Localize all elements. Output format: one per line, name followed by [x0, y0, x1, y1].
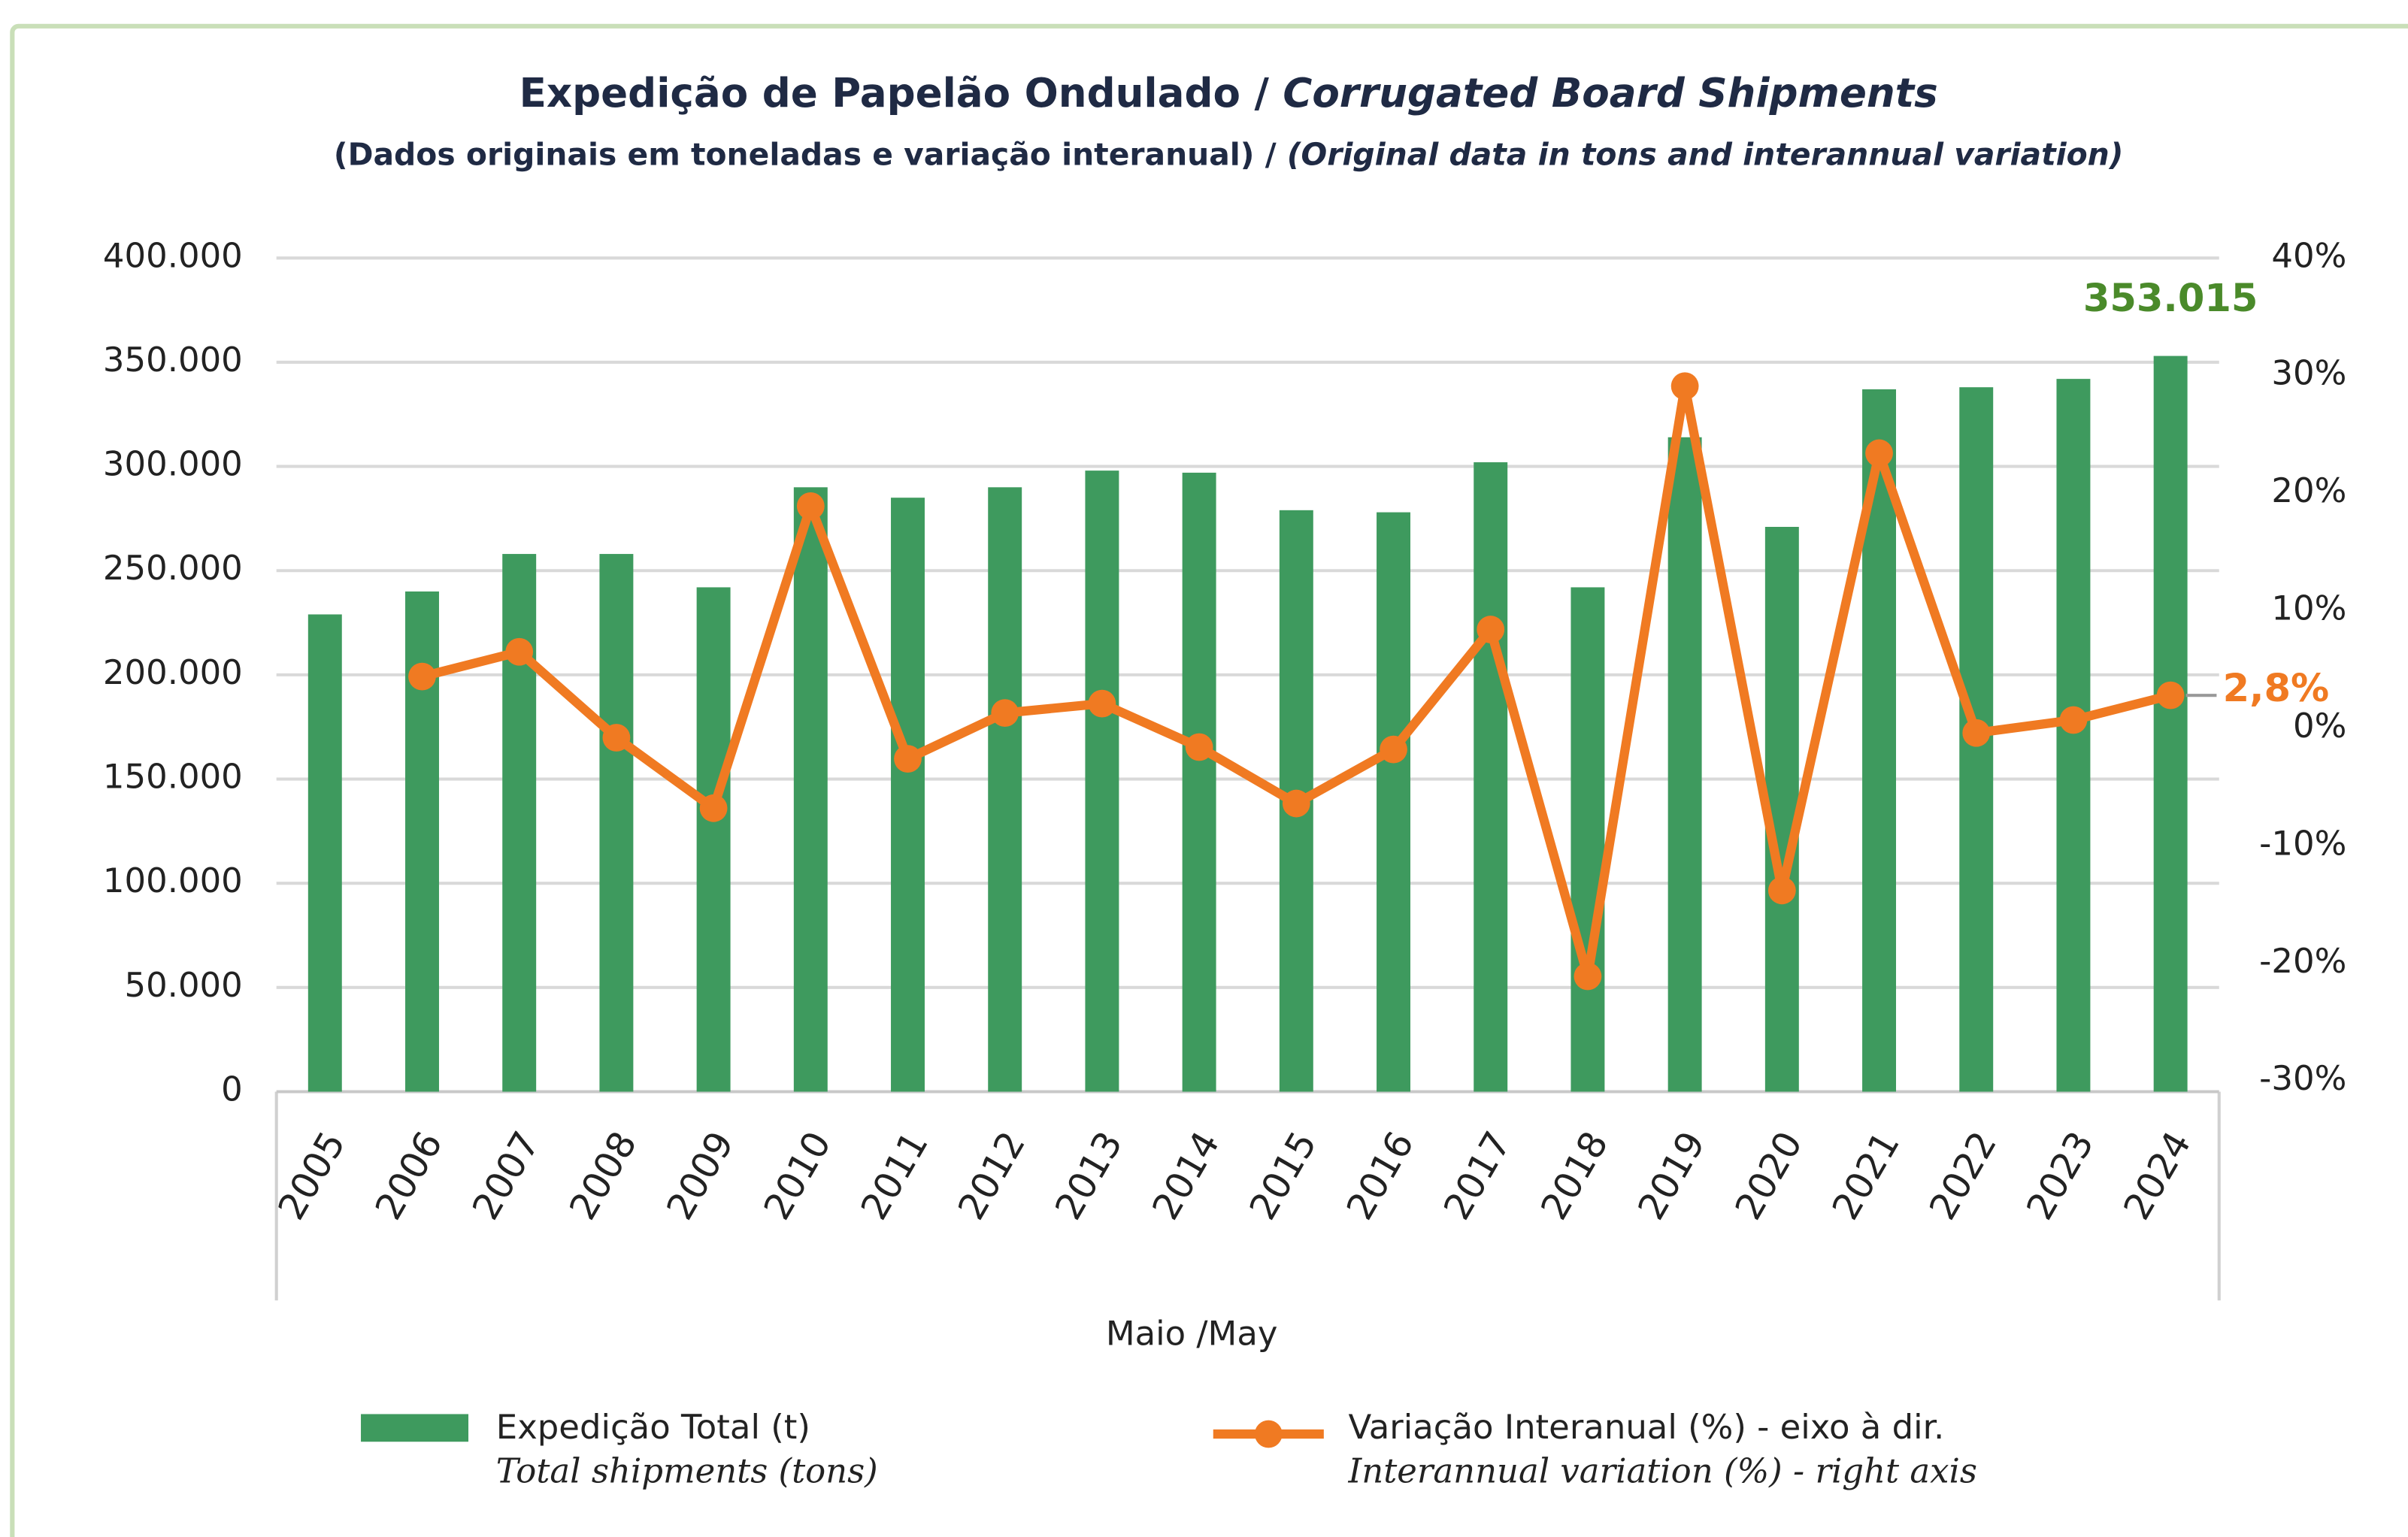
line-marker: [1282, 789, 1310, 818]
chart-title: Expedição de Papelão Ondulado / Corrugat…: [519, 69, 1938, 116]
y-tick-label: 250.000: [103, 548, 243, 588]
y-tick-label: 150.000: [103, 757, 243, 797]
line-marker: [1670, 372, 1699, 401]
legend-label: Variação Interanual (%) - eixo à dir.: [1349, 1407, 1945, 1447]
bar: [1474, 462, 1508, 1092]
line-marker: [1574, 962, 1602, 991]
line-marker: [1865, 439, 1893, 467]
line-marker: [505, 637, 534, 666]
bar: [793, 487, 828, 1092]
line-marker: [1962, 719, 1991, 747]
line-marker: [602, 724, 631, 752]
title-pt: Expedição de Papelão Ondulado /: [519, 69, 1270, 116]
line-marker: [2059, 706, 2088, 734]
legend-swatch-marker: [1254, 1420, 1283, 1448]
legend-note: Interannual variation (%) - right axis: [1348, 1451, 1977, 1491]
bar: [2153, 356, 2188, 1092]
y2-tick-label: 30%: [2271, 353, 2346, 393]
y2-tick-label: -10%: [2259, 823, 2346, 863]
line-value-label: 2,8%: [2223, 667, 2330, 711]
bar: [696, 587, 731, 1092]
chart-subtitle: (Dados originais em toneladas e variação…: [334, 136, 2124, 172]
legend-swatch: [361, 1414, 469, 1442]
line-marker: [2156, 681, 2185, 710]
y-tick-label: 400.000: [103, 235, 243, 275]
bar: [891, 498, 925, 1092]
bar: [1085, 470, 1119, 1092]
bar: [1182, 472, 1216, 1092]
line-marker: [894, 745, 922, 773]
line-marker: [1088, 689, 1116, 718]
line-marker: [1380, 735, 1407, 764]
y2-tick-label: 40%: [2271, 235, 2346, 275]
y-tick-label: 300.000: [103, 444, 243, 484]
y2-tick-label: 10%: [2271, 588, 2346, 628]
legend: Expedição Total (t)Total shipments (tons…: [361, 1407, 1977, 1491]
subtitle-en: (Original data in tons and interannual v…: [1287, 136, 2124, 172]
bar: [1571, 587, 1605, 1092]
y-tick-label: 100.000: [103, 861, 243, 900]
bar: [1377, 512, 1410, 1092]
line-marker: [1767, 876, 1796, 905]
y-tick-label: 350.000: [103, 340, 243, 380]
line-marker: [1185, 733, 1213, 761]
y-tick-label: 200.000: [103, 652, 243, 692]
legend-note: Total shipments (tons): [496, 1451, 878, 1491]
line-marker: [408, 662, 436, 691]
bar: [1667, 437, 1702, 1092]
bar-value-label: 353.015: [2083, 277, 2258, 321]
bar: [307, 614, 342, 1092]
bar: [2056, 379, 2091, 1092]
y-tick-label: 0: [221, 1069, 243, 1109]
bar: [599, 554, 634, 1092]
y2-tick-label: -30%: [2259, 1058, 2346, 1098]
x-axis-label: Maio /May: [1106, 1313, 1278, 1353]
line-marker: [796, 492, 825, 520]
y-tick-label: 50.000: [125, 965, 243, 1005]
line-marker: [699, 794, 728, 822]
legend-label: Expedição Total (t): [496, 1407, 810, 1447]
line-marker: [991, 699, 1019, 728]
bar: [988, 487, 1022, 1092]
y2-tick-label: -20%: [2259, 941, 2346, 981]
y2-tick-label: 0%: [2293, 706, 2346, 746]
subtitle-pt: (Dados originais em toneladas e variação…: [334, 136, 1277, 172]
bar: [502, 554, 537, 1092]
y2-tick-label: 20%: [2271, 470, 2346, 510]
title-en: Corrugated Board Shipments: [1283, 69, 1937, 116]
line-marker: [1477, 616, 1505, 643]
